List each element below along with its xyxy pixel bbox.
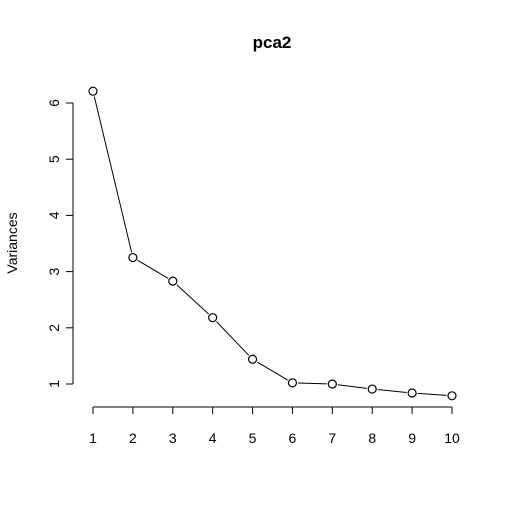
x-tick-label: 9 [408, 430, 416, 446]
series-segment [216, 321, 250, 356]
series-segment [337, 384, 367, 389]
data-point [287, 378, 298, 388]
y-axis: 1 2 3 4 5 6 [46, 99, 74, 388]
data-point [367, 384, 377, 394]
data-point [327, 379, 337, 389]
series-segment [377, 389, 407, 393]
y-tick-label: 1 [46, 380, 62, 388]
y-tick-label: 3 [46, 267, 62, 275]
series-segment [257, 361, 288, 381]
y-tick-label: 4 [46, 211, 62, 219]
series-segment [93, 96, 133, 253]
x-tick-label: 10 [444, 430, 460, 446]
x-tick-label: 4 [209, 430, 217, 446]
series-variances [88, 86, 457, 401]
data-point [168, 276, 178, 286]
data-point [247, 354, 258, 364]
series-segment [297, 382, 327, 385]
y-tick-label: 5 [46, 155, 62, 163]
x-tick-label: 6 [289, 430, 297, 446]
series-segment [137, 259, 169, 279]
x-tick-label: 2 [129, 430, 137, 446]
chart-title: pca2 [253, 33, 292, 52]
data-point [208, 313, 218, 323]
x-tick-label: 8 [368, 430, 376, 446]
x-tick-label: 7 [328, 430, 336, 446]
data-point [447, 391, 457, 401]
y-tick-label: 6 [46, 99, 62, 107]
y-tick-label: 2 [46, 324, 62, 332]
series-segment [417, 392, 447, 396]
x-tick-label: 3 [169, 430, 177, 446]
data-point [88, 86, 98, 96]
y-axis-label: Variances [4, 212, 20, 273]
data-point [128, 252, 138, 263]
series-segment [176, 284, 209, 315]
x-axis: 1 2 3 4 5 6 7 8 9 10 [89, 406, 460, 446]
data-point [407, 388, 417, 398]
x-tick-label: 1 [89, 430, 97, 446]
x-tick-label: 5 [249, 430, 257, 446]
